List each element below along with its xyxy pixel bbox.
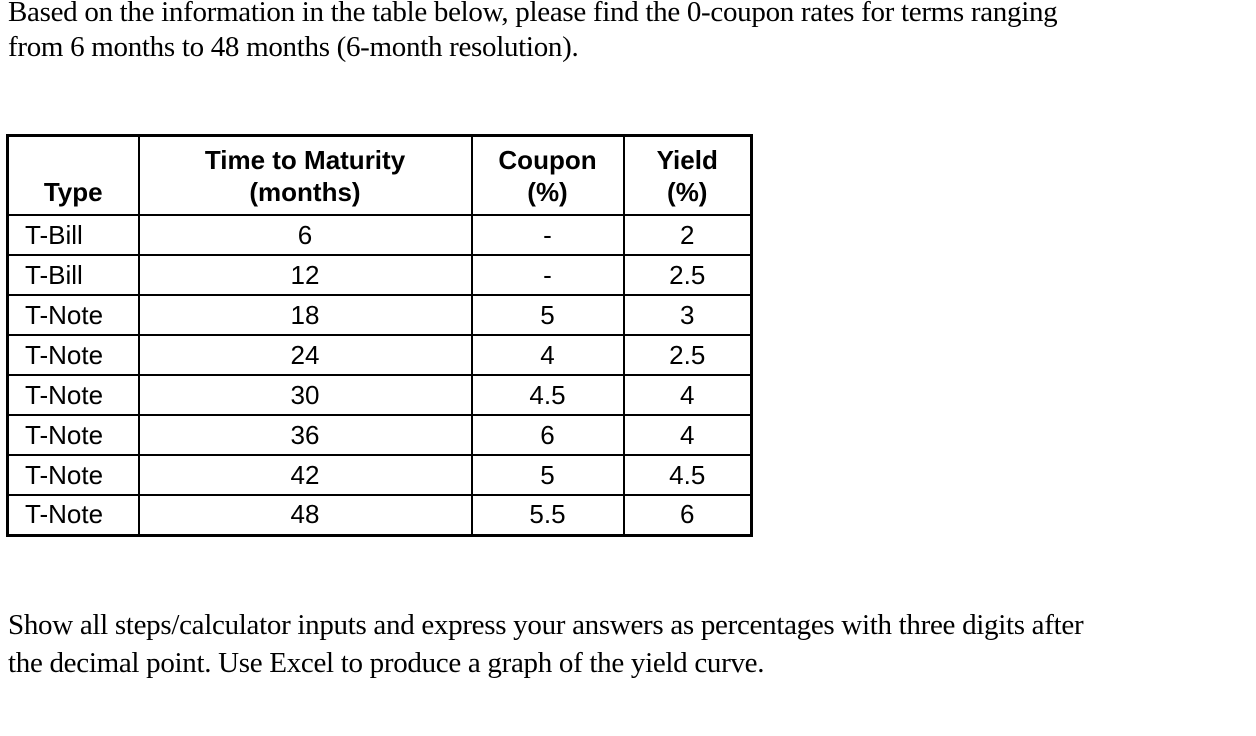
cell-type: T-Note	[6, 294, 140, 336]
header-coupon-line2: (%)	[527, 177, 568, 207]
table-body: T-Bill 6 - 2 T-Bill 12 - 2.5 T-Note 18 5…	[6, 214, 753, 536]
cell-yield: 4	[622, 414, 753, 456]
header-type: Type	[6, 134, 140, 216]
header-maturity-line2: (months)	[249, 177, 361, 207]
cell-coupon: 5	[470, 294, 625, 336]
cell-coupon: 4	[470, 334, 625, 376]
table-row: T-Note 24 4 2.5	[6, 334, 753, 376]
cell-maturity: 30	[137, 374, 473, 416]
cell-type: T-Note	[6, 374, 140, 416]
header-yield: Yield (%)	[622, 134, 753, 216]
header-yield-line1: Yield	[656, 145, 718, 175]
cell-maturity: 12	[137, 254, 473, 296]
cell-coupon: -	[470, 214, 625, 256]
cell-type: T-Bill	[6, 254, 140, 296]
cell-maturity: 48	[137, 494, 473, 536]
table-header-row: Type Time to Maturity (months) Coupon (%…	[6, 134, 753, 216]
cell-coupon: 6	[470, 414, 625, 456]
header-coupon-line1: Coupon	[498, 145, 597, 175]
cell-maturity: 36	[137, 414, 473, 456]
cell-type: T-Note	[6, 494, 140, 536]
cell-maturity: 6	[137, 214, 473, 256]
cell-coupon: 4.5	[470, 374, 625, 416]
table-row: T-Note 36 6 4	[6, 414, 753, 456]
header-yield-line2: (%)	[667, 177, 708, 207]
cell-yield: 4	[622, 374, 753, 416]
header-maturity-line1: Time to Maturity	[204, 145, 406, 175]
cell-yield: 2.5	[622, 254, 753, 296]
cell-coupon: 5	[470, 454, 625, 496]
cell-yield: 6	[622, 494, 753, 536]
question-intro-paragraph: Based on the information in the table be…	[8, 0, 1058, 65]
cell-type: T-Note	[6, 414, 140, 456]
table-row: T-Note 18 5 3	[6, 294, 753, 336]
intro-line-1: Based on the information in the table be…	[8, 0, 1058, 28]
cell-yield: 4.5	[622, 454, 753, 496]
bond-data-table: Type Time to Maturity (months) Coupon (%…	[6, 134, 753, 537]
cell-coupon: 5.5	[470, 494, 625, 536]
table-row: T-Bill 12 - 2.5	[6, 254, 753, 296]
instructions-paragraph: Show all steps/calculator inputs and exp…	[8, 606, 1084, 682]
table-row: T-Note 30 4.5 4	[6, 374, 753, 416]
cell-type: T-Note	[6, 454, 140, 496]
table-row: T-Bill 6 - 2	[6, 214, 753, 256]
cell-yield: 3	[622, 294, 753, 336]
table-row: T-Note 48 5.5 6	[6, 494, 753, 536]
header-maturity: Time to Maturity (months)	[137, 134, 473, 216]
cell-type: T-Bill	[6, 214, 140, 256]
cell-maturity: 18	[137, 294, 473, 336]
header-type-label: Type	[43, 177, 103, 207]
cell-coupon: -	[470, 254, 625, 296]
table-row: T-Note 42 5 4.5	[6, 454, 753, 496]
cell-type: T-Note	[6, 334, 140, 376]
cell-maturity: 24	[137, 334, 473, 376]
instructions-line-2: the decimal point. Use Excel to produce …	[8, 647, 765, 679]
intro-line-2: from 6 months to 48 months (6-month reso…	[8, 31, 579, 63]
cell-yield: 2.5	[622, 334, 753, 376]
instructions-line-1: Show all steps/calculator inputs and exp…	[8, 609, 1084, 641]
header-coupon: Coupon (%)	[470, 134, 625, 216]
cell-yield: 2	[622, 214, 753, 256]
cell-maturity: 42	[137, 454, 473, 496]
table-header: Type Time to Maturity (months) Coupon (%…	[6, 134, 753, 216]
